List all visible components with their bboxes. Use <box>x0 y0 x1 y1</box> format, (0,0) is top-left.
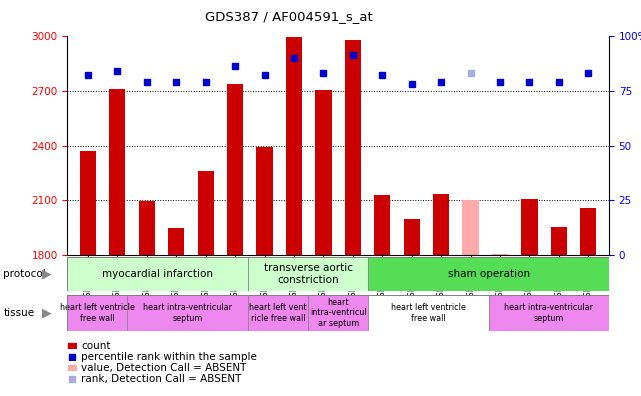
Text: rank, Detection Call = ABSENT: rank, Detection Call = ABSENT <box>81 374 242 384</box>
Text: heart
intra-ventricul
ar septum: heart intra-ventricul ar septum <box>310 298 367 328</box>
Text: myocardial infarction: myocardial infarction <box>102 269 213 279</box>
Bar <box>488 295 609 331</box>
Text: value, Detection Call = ABSENT: value, Detection Call = ABSENT <box>81 363 247 373</box>
Bar <box>580 208 596 255</box>
Bar <box>67 257 248 291</box>
Bar <box>256 147 272 255</box>
Bar <box>315 89 331 255</box>
Text: heart left vent
ricle free wall: heart left vent ricle free wall <box>249 303 306 322</box>
Text: heart intra-ventricular
septum: heart intra-ventricular septum <box>504 303 594 322</box>
Text: transverse aortic
constriction: transverse aortic constriction <box>263 263 353 285</box>
Text: ▶: ▶ <box>42 268 52 281</box>
Text: heart intra-ventricular
septum: heart intra-ventricular septum <box>143 303 232 322</box>
Bar <box>308 295 368 331</box>
Text: heart left ventricle
free wall: heart left ventricle free wall <box>60 303 135 322</box>
Bar <box>492 253 508 255</box>
Text: tissue: tissue <box>3 308 35 318</box>
Text: protocol: protocol <box>3 269 46 279</box>
Bar <box>138 202 155 255</box>
Bar <box>197 171 213 255</box>
Bar <box>248 295 308 331</box>
Bar <box>368 257 609 291</box>
Bar <box>68 365 76 371</box>
Bar <box>80 151 96 255</box>
Bar <box>227 84 243 255</box>
Text: sham operation: sham operation <box>447 269 529 279</box>
Bar <box>68 343 76 348</box>
Bar <box>286 38 302 255</box>
Bar <box>551 227 567 255</box>
Bar <box>433 194 449 255</box>
Bar <box>248 257 368 291</box>
Bar <box>109 89 126 255</box>
Bar <box>368 295 488 331</box>
Bar <box>374 195 390 255</box>
Text: count: count <box>81 341 111 351</box>
Bar <box>463 200 479 255</box>
Bar <box>345 40 361 255</box>
Bar <box>67 295 128 331</box>
Text: percentile rank within the sample: percentile rank within the sample <box>81 352 257 362</box>
Text: heart left ventricle
free wall: heart left ventricle free wall <box>391 303 466 322</box>
Text: ▶: ▶ <box>42 307 52 319</box>
Bar <box>168 228 185 255</box>
Bar <box>521 199 538 255</box>
Bar <box>404 219 420 255</box>
Text: GDS387 / AF004591_s_at: GDS387 / AF004591_s_at <box>204 10 372 23</box>
Bar <box>128 295 248 331</box>
